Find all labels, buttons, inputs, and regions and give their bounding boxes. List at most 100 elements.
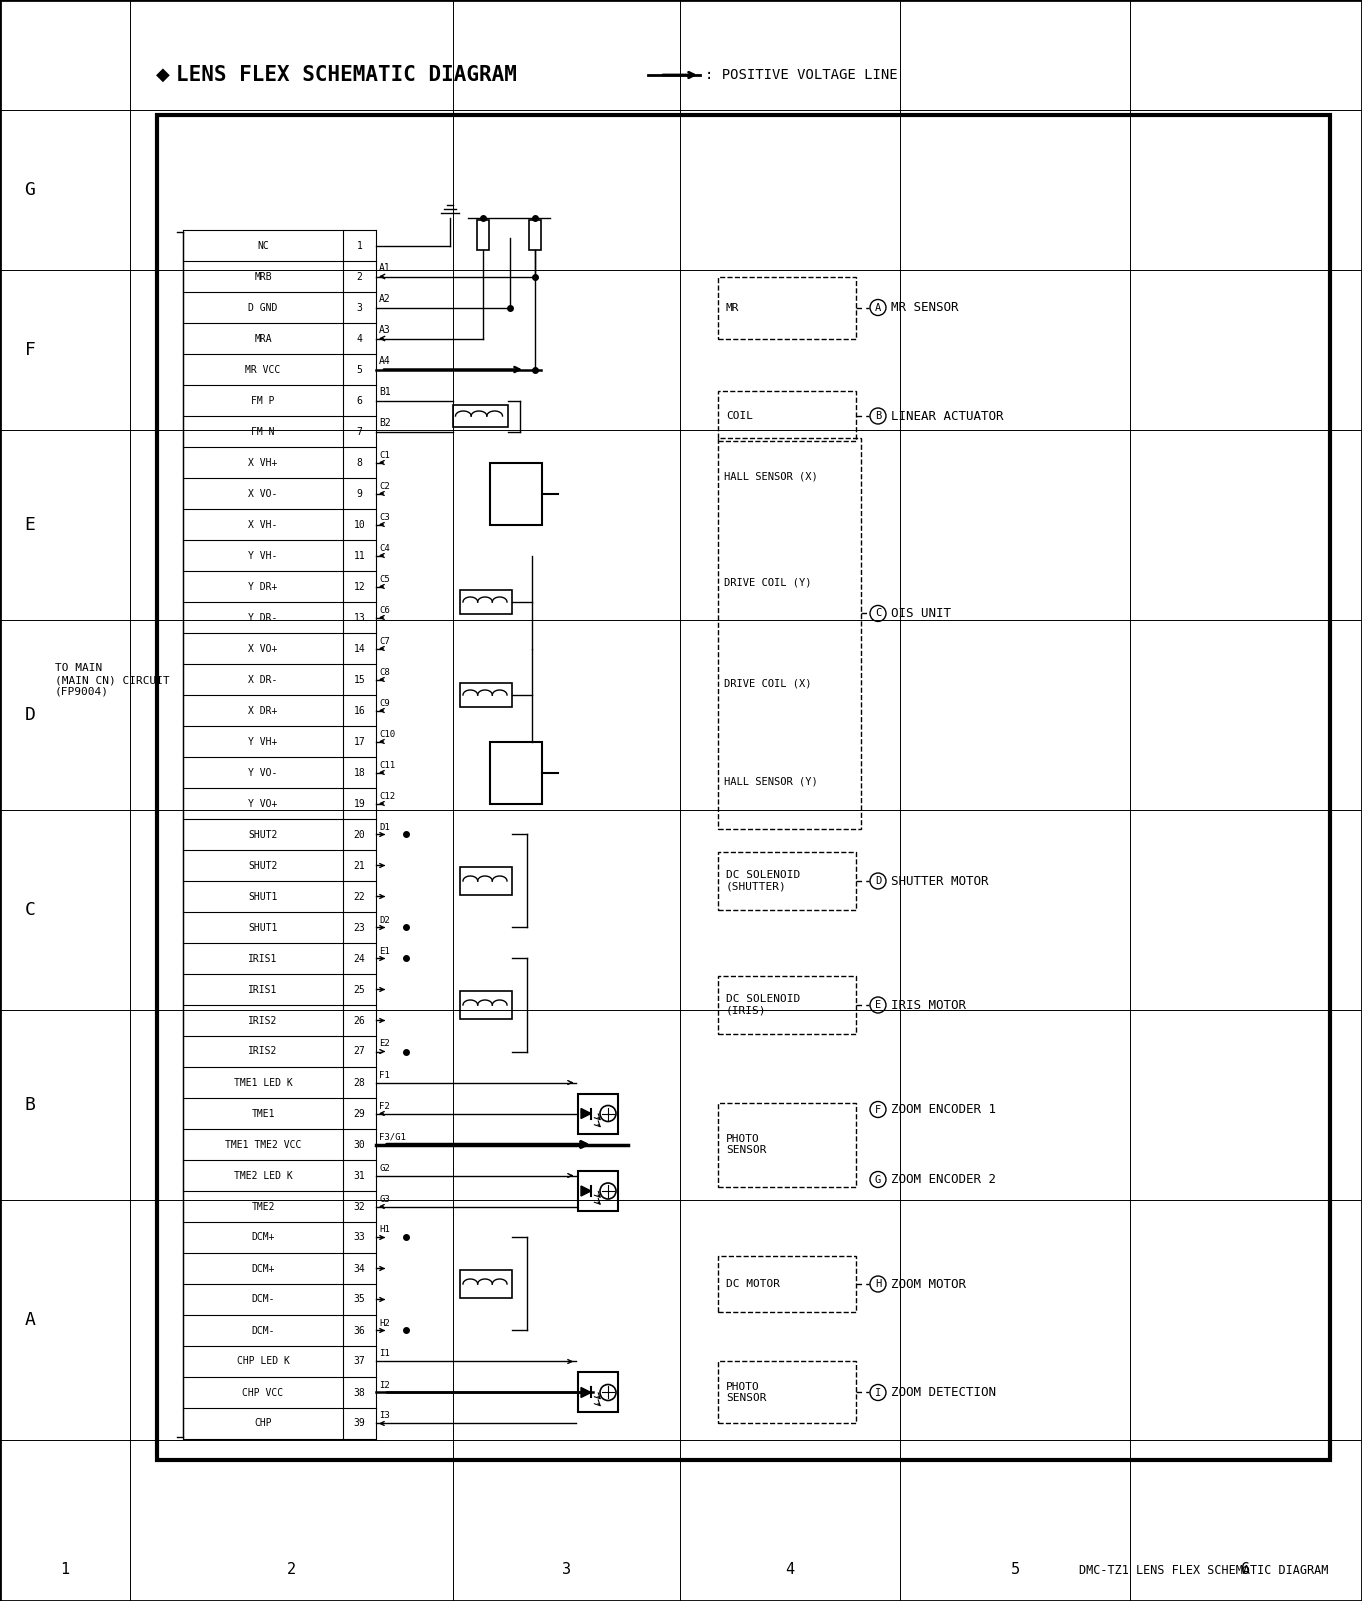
Text: F3/G1: F3/G1 — [379, 1132, 406, 1142]
Text: HALL SENSOR (X): HALL SENSOR (X) — [725, 472, 817, 482]
Bar — [528, 219, 541, 250]
Text: C11: C11 — [379, 760, 395, 770]
Text: CHP LED K: CHP LED K — [237, 1356, 290, 1367]
Text: C3: C3 — [379, 512, 390, 522]
Text: 31: 31 — [354, 1170, 365, 1180]
Bar — [718, 277, 855, 338]
Text: 29: 29 — [354, 1108, 365, 1119]
Text: I1: I1 — [379, 1350, 390, 1359]
Text: SHUT2: SHUT2 — [248, 829, 278, 839]
Text: D2: D2 — [379, 916, 390, 924]
Text: CHP: CHP — [255, 1418, 272, 1428]
Text: CHP VCC: CHP VCC — [242, 1388, 283, 1398]
Text: C8: C8 — [379, 668, 390, 677]
Text: 3: 3 — [357, 303, 362, 312]
Text: 4: 4 — [786, 1563, 794, 1577]
Text: D GND: D GND — [248, 303, 278, 312]
Text: Y VO-: Y VO- — [248, 767, 278, 778]
Text: IRIS2: IRIS2 — [248, 1015, 278, 1026]
Text: H1: H1 — [379, 1225, 390, 1234]
Text: MR: MR — [726, 303, 740, 312]
Text: 1: 1 — [357, 240, 362, 250]
Text: ZOOM DETECTION: ZOOM DETECTION — [891, 1386, 996, 1399]
Bar — [718, 391, 855, 440]
Text: 28: 28 — [354, 1077, 365, 1087]
Text: B: B — [25, 1097, 35, 1114]
Bar — [577, 1372, 618, 1412]
Polygon shape — [582, 1388, 591, 1398]
Text: A2: A2 — [379, 293, 391, 304]
Text: TME1: TME1 — [251, 1108, 275, 1119]
Text: SHUT1: SHUT1 — [248, 922, 278, 932]
Text: 37: 37 — [354, 1356, 365, 1367]
Text: 4: 4 — [357, 333, 362, 344]
Text: TME2: TME2 — [251, 1201, 275, 1212]
Text: 2: 2 — [287, 1563, 296, 1577]
Text: G2: G2 — [379, 1164, 390, 1172]
Text: SHUT1: SHUT1 — [248, 892, 278, 901]
Text: 2: 2 — [357, 272, 362, 282]
Text: X DR-: X DR- — [248, 674, 278, 685]
Text: 15: 15 — [354, 674, 365, 685]
Text: DC MOTOR: DC MOTOR — [726, 1279, 780, 1289]
Text: DCM-: DCM- — [251, 1326, 275, 1335]
Text: G: G — [874, 1175, 881, 1185]
Text: 36: 36 — [354, 1326, 365, 1335]
Text: A: A — [874, 303, 881, 312]
Text: Y VO+: Y VO+ — [248, 799, 278, 809]
Text: ZOOM ENCODER 1: ZOOM ENCODER 1 — [891, 1103, 996, 1116]
Text: TME1 LED K: TME1 LED K — [234, 1077, 293, 1087]
Text: IRIS2: IRIS2 — [248, 1047, 278, 1057]
Text: A4: A4 — [379, 355, 391, 365]
Bar — [718, 852, 855, 909]
Text: 5: 5 — [1011, 1563, 1020, 1577]
Bar — [157, 115, 1331, 1460]
Text: 33: 33 — [354, 1233, 365, 1242]
Text: Y VH-: Y VH- — [248, 551, 278, 560]
Text: 21: 21 — [354, 860, 365, 871]
Text: NC: NC — [257, 240, 268, 250]
Bar — [460, 591, 512, 615]
Text: 38: 38 — [354, 1388, 365, 1398]
Text: B2: B2 — [379, 418, 391, 427]
Text: 11: 11 — [354, 551, 365, 560]
Text: 1: 1 — [60, 1563, 69, 1577]
Bar — [577, 1170, 618, 1210]
Text: 3: 3 — [563, 1563, 571, 1577]
Bar — [577, 1093, 618, 1134]
Text: DC SOLENOID
(IRIS): DC SOLENOID (IRIS) — [726, 994, 801, 1015]
Text: F1: F1 — [379, 1071, 390, 1079]
Text: X VO-: X VO- — [248, 488, 278, 498]
Text: C6: C6 — [379, 605, 390, 615]
Text: 14: 14 — [354, 644, 365, 653]
Bar — [490, 741, 542, 804]
Text: 16: 16 — [354, 706, 365, 716]
Text: DRIVE COIL (X): DRIVE COIL (X) — [725, 679, 812, 688]
Text: 8: 8 — [357, 458, 362, 467]
Text: 32: 32 — [354, 1201, 365, 1212]
Text: X VH-: X VH- — [248, 519, 278, 530]
Bar — [460, 684, 512, 708]
Polygon shape — [582, 1108, 591, 1119]
Text: I: I — [874, 1388, 881, 1398]
Text: 24: 24 — [354, 954, 365, 964]
Text: E1: E1 — [379, 946, 390, 956]
Text: 13: 13 — [354, 613, 365, 623]
Text: C4: C4 — [379, 543, 390, 552]
Text: DCM-: DCM- — [251, 1295, 275, 1305]
Text: B: B — [874, 411, 881, 421]
Text: Y VH+: Y VH+ — [248, 736, 278, 746]
Text: G: G — [25, 181, 35, 199]
Text: 23: 23 — [354, 922, 365, 932]
Text: E: E — [874, 1001, 881, 1010]
Text: C2: C2 — [379, 482, 390, 490]
Text: C5: C5 — [379, 575, 390, 583]
Text: 9: 9 — [357, 488, 362, 498]
Bar — [718, 1257, 855, 1311]
Text: MR VCC: MR VCC — [245, 365, 281, 375]
Text: F: F — [874, 1105, 881, 1114]
Text: X VH+: X VH+ — [248, 458, 278, 467]
Text: ZOOM ENCODER 2: ZOOM ENCODER 2 — [891, 1174, 996, 1186]
Text: H: H — [874, 1279, 881, 1289]
Text: E: E — [25, 516, 35, 535]
